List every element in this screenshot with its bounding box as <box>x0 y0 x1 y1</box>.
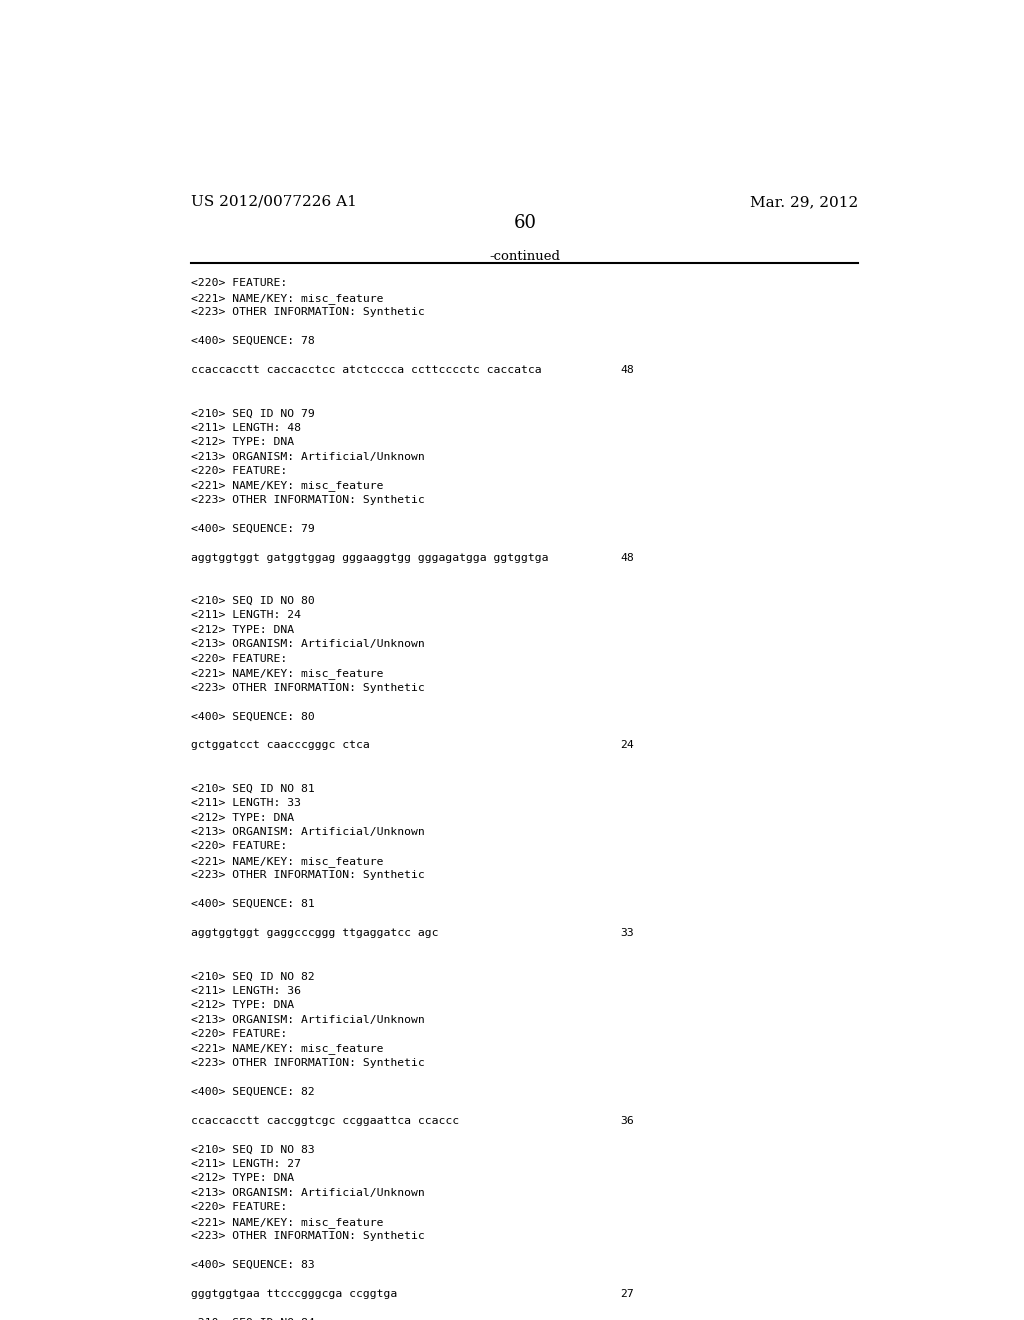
Text: <213> ORGANISM: Artificial/Unknown: <213> ORGANISM: Artificial/Unknown <box>191 451 425 462</box>
Text: ccaccacctt caccggtcgc ccggaattca ccaccc: ccaccacctt caccggtcgc ccggaattca ccaccc <box>191 1115 460 1126</box>
Text: <223> OTHER INFORMATION: Synthetic: <223> OTHER INFORMATION: Synthetic <box>191 870 425 880</box>
Text: <220> FEATURE:: <220> FEATURE: <box>191 841 288 851</box>
Text: <211> LENGTH: 27: <211> LENGTH: 27 <box>191 1159 301 1170</box>
Text: <210> SEQ ID NO 83: <210> SEQ ID NO 83 <box>191 1144 315 1155</box>
Text: ccaccacctt caccacctcc atctcccca ccttcccctc caccatca: ccaccacctt caccacctcc atctcccca ccttcccc… <box>191 364 542 375</box>
Text: <210> SEQ ID NO 81: <210> SEQ ID NO 81 <box>191 784 315 793</box>
Text: <221> NAME/KEY: misc_feature: <221> NAME/KEY: misc_feature <box>191 1044 384 1055</box>
Text: <223> OTHER INFORMATION: Synthetic: <223> OTHER INFORMATION: Synthetic <box>191 308 425 317</box>
Text: <221> NAME/KEY: misc_feature: <221> NAME/KEY: misc_feature <box>191 668 384 678</box>
Text: <400> SEQUENCE: 82: <400> SEQUENCE: 82 <box>191 1086 315 1097</box>
Text: <210> SEQ ID NO 79: <210> SEQ ID NO 79 <box>191 408 315 418</box>
Text: <400> SEQUENCE: 83: <400> SEQUENCE: 83 <box>191 1261 315 1270</box>
Text: <220> FEATURE:: <220> FEATURE: <box>191 1030 288 1039</box>
Text: <211> LENGTH: 48: <211> LENGTH: 48 <box>191 422 301 433</box>
Text: <213> ORGANISM: Artificial/Unknown: <213> ORGANISM: Artificial/Unknown <box>191 1015 425 1024</box>
Text: <210> SEQ ID NO 82: <210> SEQ ID NO 82 <box>191 972 315 981</box>
Text: <223> OTHER INFORMATION: Synthetic: <223> OTHER INFORMATION: Synthetic <box>191 1057 425 1068</box>
Text: <211> LENGTH: 33: <211> LENGTH: 33 <box>191 799 301 808</box>
Text: <221> NAME/KEY: misc_feature: <221> NAME/KEY: misc_feature <box>191 480 384 491</box>
Text: 27: 27 <box>620 1288 634 1299</box>
Text: <400> SEQUENCE: 79: <400> SEQUENCE: 79 <box>191 524 315 533</box>
Text: <223> OTHER INFORMATION: Synthetic: <223> OTHER INFORMATION: Synthetic <box>191 682 425 693</box>
Text: <212> TYPE: DNA: <212> TYPE: DNA <box>191 813 295 822</box>
Text: gctggatcct caacccgggc ctca: gctggatcct caacccgggc ctca <box>191 741 371 750</box>
Text: <400> SEQUENCE: 80: <400> SEQUENCE: 80 <box>191 711 315 722</box>
Text: aggtggtggt gatggtggag gggaaggtgg gggagatgga ggtggtga: aggtggtggt gatggtggag gggaaggtgg gggagat… <box>191 553 549 562</box>
Text: 48: 48 <box>620 364 634 375</box>
Text: <400> SEQUENCE: 78: <400> SEQUENCE: 78 <box>191 337 315 346</box>
Text: <223> OTHER INFORMATION: Synthetic: <223> OTHER INFORMATION: Synthetic <box>191 1232 425 1241</box>
Text: 36: 36 <box>620 1115 634 1126</box>
Text: 60: 60 <box>513 214 537 232</box>
Text: <221> NAME/KEY: misc_feature: <221> NAME/KEY: misc_feature <box>191 1217 384 1228</box>
Text: Mar. 29, 2012: Mar. 29, 2012 <box>750 195 858 209</box>
Text: <212> TYPE: DNA: <212> TYPE: DNA <box>191 1173 295 1184</box>
Text: <212> TYPE: DNA: <212> TYPE: DNA <box>191 437 295 447</box>
Text: gggtggtgaa ttcccgggcga ccggtga: gggtggtgaa ttcccgggcga ccggtga <box>191 1288 397 1299</box>
Text: 33: 33 <box>620 928 634 939</box>
Text: <210> SEQ ID NO 80: <210> SEQ ID NO 80 <box>191 595 315 606</box>
Text: <213> ORGANISM: Artificial/Unknown: <213> ORGANISM: Artificial/Unknown <box>191 826 425 837</box>
Text: <212> TYPE: DNA: <212> TYPE: DNA <box>191 1001 295 1010</box>
Text: <213> ORGANISM: Artificial/Unknown: <213> ORGANISM: Artificial/Unknown <box>191 1188 425 1197</box>
Text: <220> FEATURE:: <220> FEATURE: <box>191 1203 288 1212</box>
Text: <213> ORGANISM: Artificial/Unknown: <213> ORGANISM: Artificial/Unknown <box>191 639 425 649</box>
Text: <221> NAME/KEY: misc_feature: <221> NAME/KEY: misc_feature <box>191 293 384 304</box>
Text: <221> NAME/KEY: misc_feature: <221> NAME/KEY: misc_feature <box>191 855 384 867</box>
Text: 24: 24 <box>620 741 634 750</box>
Text: <211> LENGTH: 36: <211> LENGTH: 36 <box>191 986 301 995</box>
Text: <223> OTHER INFORMATION: Synthetic: <223> OTHER INFORMATION: Synthetic <box>191 495 425 504</box>
Text: <220> FEATURE:: <220> FEATURE: <box>191 279 288 288</box>
Text: <210> SEQ ID NO 84: <210> SEQ ID NO 84 <box>191 1317 315 1320</box>
Text: 48: 48 <box>620 553 634 562</box>
Text: <220> FEATURE:: <220> FEATURE: <box>191 653 288 664</box>
Text: -continued: -continued <box>489 249 560 263</box>
Text: <212> TYPE: DNA: <212> TYPE: DNA <box>191 624 295 635</box>
Text: <211> LENGTH: 24: <211> LENGTH: 24 <box>191 610 301 620</box>
Text: <400> SEQUENCE: 81: <400> SEQUENCE: 81 <box>191 899 315 909</box>
Text: US 2012/0077226 A1: US 2012/0077226 A1 <box>191 195 357 209</box>
Text: <220> FEATURE:: <220> FEATURE: <box>191 466 288 477</box>
Text: aggtggtggt gaggcccggg ttgaggatcc agc: aggtggtggt gaggcccggg ttgaggatcc agc <box>191 928 439 939</box>
